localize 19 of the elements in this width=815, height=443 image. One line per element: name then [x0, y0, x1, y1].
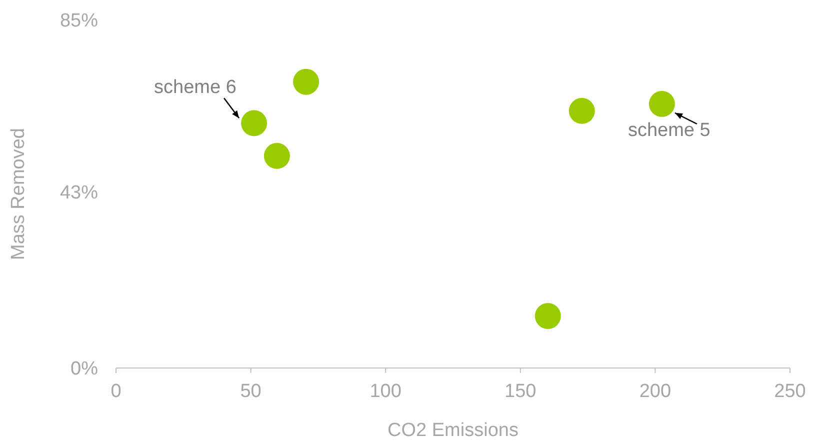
x-tick-label: 100 — [370, 381, 402, 402]
x-tick-label: 0 — [110, 381, 122, 402]
point — [293, 68, 320, 95]
x-tick-label: 150 — [504, 381, 536, 402]
point — [264, 142, 290, 169]
point — [534, 303, 561, 330]
annotation: scheme 6 — [154, 77, 236, 98]
point — [568, 98, 595, 124]
y-axis-title: Mass Removed — [8, 128, 29, 260]
y-tick-label: 85% — [60, 10, 98, 32]
point — [241, 110, 268, 136]
x-tick-label: 200 — [639, 381, 672, 402]
y-tick-label: 0% — [70, 358, 98, 380]
point — [648, 90, 675, 117]
x-tick-label: 250 — [774, 381, 806, 402]
y-tick-label: 43% — [60, 182, 98, 204]
x-tick-label: 50 — [240, 381, 262, 402]
annotation: scheme 5 — [628, 120, 710, 141]
x-axis-title: CO2 Emissions — [388, 420, 518, 441]
